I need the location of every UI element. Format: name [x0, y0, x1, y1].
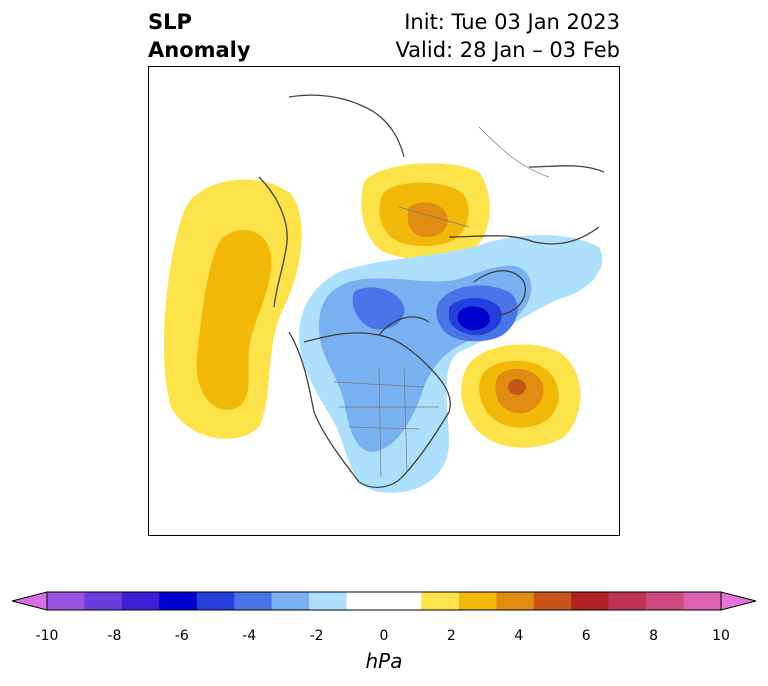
map-panel — [148, 66, 620, 536]
arctic-low-anomaly-mid — [352, 287, 405, 330]
coastlines — [258, 94, 605, 488]
greenland-low-anomaly-core — [457, 306, 490, 331]
colorbar-segment — [646, 592, 685, 610]
colorbar-segment — [571, 592, 610, 610]
colorbar-segment — [683, 592, 722, 610]
colorbar-tick-label: 0 — [379, 628, 389, 644]
colorbar-tick-label: 6 — [581, 628, 591, 644]
colorbar-segment — [458, 592, 497, 610]
colorbar-max-extend — [720, 591, 757, 611]
colorbar-segment — [608, 592, 647, 610]
init-date-label: Init: Tue 03 Jan 2023 — [404, 10, 620, 34]
borders — [333, 126, 550, 478]
colorbar-tick-label: 10 — [712, 628, 730, 644]
colorbar-segment — [271, 592, 310, 610]
colorbar-tick-label: -4 — [242, 628, 257, 644]
colorbar-tick-label: 2 — [446, 628, 456, 644]
colorbar-tick-label: -10 — [35, 628, 59, 644]
colorbar-segment — [159, 592, 198, 610]
pacific-high-anomaly-inner — [196, 230, 272, 410]
colorbar-unit-label: hPa — [365, 649, 403, 673]
colorbar-tick-label: -2 — [309, 628, 324, 644]
colorbar-min-extend — [11, 591, 48, 611]
colorbar-segment — [234, 592, 273, 610]
colorbar-segment — [84, 592, 123, 610]
colorbar-tick-label: 4 — [514, 628, 524, 644]
colorbar-segment — [47, 592, 85, 610]
valid-date-label: Valid: 28 Jan – 03 Feb — [395, 38, 620, 62]
atlantic-high-anomaly-core — [508, 379, 526, 395]
colorbar-segment — [533, 592, 572, 610]
map-title: SLP Anomaly — [148, 8, 251, 64]
colorbar-segment — [384, 592, 422, 610]
colorbar-segment — [309, 592, 348, 610]
colorbar-segment — [421, 592, 460, 610]
colorbar-outline — [46, 591, 722, 611]
colorbar-segment — [121, 592, 160, 610]
colorbar-segment — [196, 592, 235, 610]
title-line-slp: SLP — [148, 10, 192, 34]
colorbar-tick-label: 8 — [649, 628, 659, 644]
siberia-high-anomaly-core — [407, 202, 448, 237]
colorbar-tick-label: -8 — [107, 628, 122, 644]
colorbar-segment — [496, 592, 535, 610]
map-subtitle: Init: Tue 03 Jan 2023 Valid: 28 Jan – 03… — [395, 8, 620, 64]
colorbar-tick-label: -6 — [174, 628, 189, 644]
title-line-anomaly: Anomaly — [148, 38, 251, 62]
anomaly-map — [163, 94, 605, 493]
colorbar-segment — [346, 592, 385, 610]
colorbar — [11, 591, 757, 611]
